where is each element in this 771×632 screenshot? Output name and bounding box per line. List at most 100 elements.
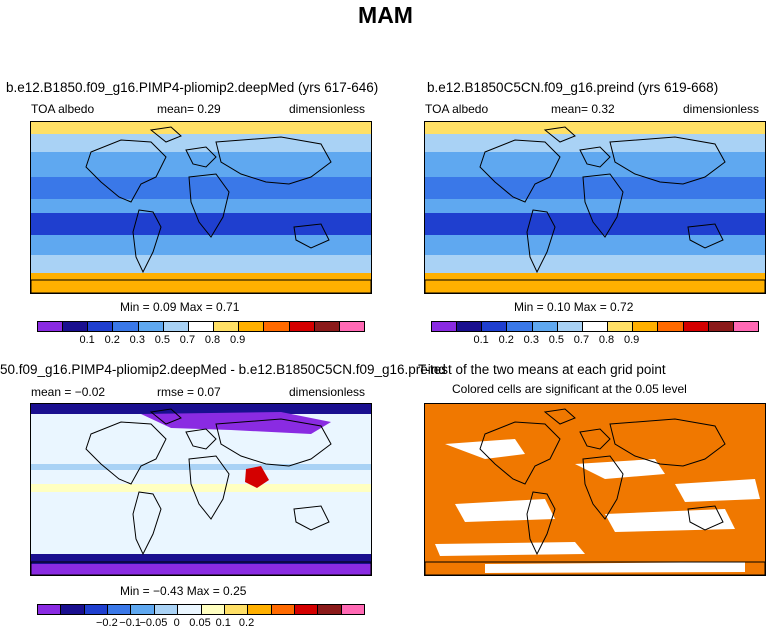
continent-outline	[188, 173, 230, 238]
colorbar-swatch	[432, 322, 458, 331]
colorbar-swatch	[264, 322, 290, 331]
southern-ocean-band	[425, 255, 765, 273]
panel3-minmax: Min = −0.43 Max = 0.25	[120, 584, 247, 598]
panel2-units: dimensionless	[683, 102, 760, 116]
colorbar-swatch	[271, 605, 295, 614]
southern-midlatitude-band	[31, 235, 371, 255]
colorbar-swatch	[608, 322, 634, 331]
colorbar-swatch	[201, 605, 225, 614]
colorbar-swatch	[188, 322, 215, 331]
colorbar-swatch	[63, 322, 89, 331]
colorbar-tick-label: 0.9	[229, 334, 246, 346]
colorbar-swatch	[339, 322, 365, 331]
continent-outline	[479, 421, 561, 485]
colorbar-tick-label: 0.3	[129, 334, 145, 346]
panel3-colorbar	[37, 604, 365, 615]
equatorial-positive-band	[31, 484, 371, 492]
colorbar-swatch	[214, 322, 240, 331]
panel2-variable-label: TOA albedo	[425, 102, 489, 116]
colorbar-tick-label: 0.5	[548, 334, 565, 346]
colorbar-swatch	[507, 322, 533, 331]
antarctic-negative-band	[31, 564, 371, 575]
panel1-minmax: Min = 0.09 Max = 0.71	[120, 300, 240, 314]
high-latitude-band	[425, 134, 765, 152]
non-significant-region	[435, 542, 585, 556]
equatorial-band	[425, 199, 765, 213]
colorbar-swatch	[314, 322, 340, 331]
colorbar-tick-label: 0.2	[238, 617, 255, 629]
non-significant-region	[605, 509, 735, 532]
colorbar-swatch	[38, 322, 64, 331]
colorbar-tick-label: 0.1	[473, 334, 489, 346]
colorbar-swatch	[138, 322, 164, 331]
colorbar-swatch	[318, 605, 342, 614]
colorbar-swatch	[708, 322, 734, 331]
continent-outline	[582, 455, 624, 520]
panel2-albedo-map	[424, 121, 766, 294]
continent-outline	[687, 505, 724, 531]
continent-outline	[582, 173, 624, 238]
southern-ocean-band	[31, 255, 371, 273]
colorbar-swatch	[178, 605, 202, 614]
colorbar-tick-label: 0.8	[204, 334, 221, 346]
panel1-mean: mean= 0.29	[157, 102, 221, 116]
colorbar-swatch	[294, 605, 319, 614]
subtropical-band	[425, 177, 765, 199]
continent-outline	[149, 126, 182, 143]
equatorial-band	[31, 199, 371, 213]
colorbar-tick-label: −0.1	[119, 617, 141, 629]
maritime-positive-anomaly	[245, 466, 269, 488]
continent-outline	[609, 418, 726, 467]
continent-outline	[425, 561, 765, 575]
panel2-mean: mean= 0.32	[551, 102, 615, 116]
continent-outline	[188, 455, 230, 520]
panel3-mean: mean = −0.02	[31, 385, 106, 399]
colorbar-swatch	[239, 322, 265, 331]
southern-ocean-negative-band	[31, 554, 371, 564]
colorbar-swatch	[154, 605, 179, 614]
colorbar-tick-label: 0.5	[154, 334, 171, 346]
colorbar-swatch	[248, 605, 272, 614]
non-significant-region	[485, 562, 745, 573]
panel1-variable-label: TOA albedo	[31, 102, 95, 116]
continent-outline	[425, 279, 765, 293]
north-polar-difference	[31, 404, 371, 414]
colorbar-swatch	[658, 322, 684, 331]
panel1-colorbar	[37, 321, 365, 332]
colorbar-tick-label: 0.2	[498, 334, 514, 346]
colorbar-swatch	[733, 322, 759, 331]
panel3-difference-map	[30, 403, 372, 576]
colorbar-swatch	[557, 322, 583, 331]
continent-outline	[185, 146, 217, 168]
colorbar-tick-label: −0.2	[95, 617, 118, 629]
colorbar-swatch	[224, 605, 249, 614]
non-significant-region	[445, 439, 525, 459]
continent-outline	[526, 209, 556, 274]
colorbar-tick-label: 0.05	[189, 617, 211, 629]
colorbar-swatch	[163, 322, 189, 331]
continent-outline	[185, 428, 217, 450]
continent-outline	[526, 491, 556, 556]
colorbar-swatch	[61, 605, 85, 614]
colorbar-swatch	[482, 322, 508, 331]
colorbar-tick-label: −0.05	[139, 617, 168, 629]
high-latitude-band	[31, 134, 371, 152]
continent-outline	[687, 223, 724, 249]
continent-outline	[579, 428, 611, 450]
arctic-negative-anomaly	[141, 412, 331, 434]
colorbar-swatch	[633, 322, 659, 331]
continent-outline	[132, 491, 162, 556]
continent-outline	[215, 418, 332, 467]
panel3-units: dimensionless	[289, 385, 366, 399]
continent-outline	[293, 505, 330, 531]
panel4-ttest-map	[424, 403, 766, 576]
colorbar-swatch	[84, 605, 109, 614]
southern-midlatitude-band	[425, 235, 765, 255]
continent-outline	[543, 126, 576, 143]
colorbar-swatch	[289, 322, 315, 331]
panel3-title: 50.f09_g16.PIMP4-pliomip2.deepMed - b.e1…	[0, 362, 446, 377]
continent-outline	[31, 561, 371, 575]
continent-outline	[85, 421, 167, 485]
colorbar-swatch	[88, 322, 114, 331]
panel2-minmax: Min = 0.10 Max = 0.72	[514, 300, 634, 314]
